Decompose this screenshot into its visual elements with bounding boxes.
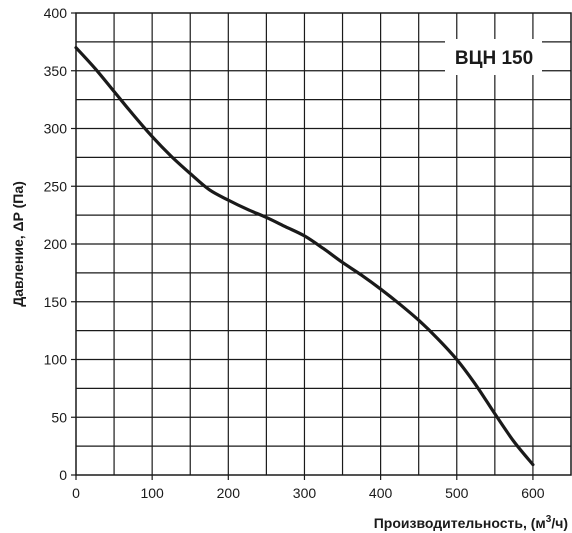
x-tick-label: 600 [521,485,545,501]
y-tick-label: 150 [44,294,68,310]
x-axis-title-main: Производительность, (м [374,515,546,531]
pressure-curve [74,46,535,467]
model-label: ВЦН 150 [455,48,533,69]
model-label-background [445,39,542,75]
y-tick-label: 350 [44,63,68,79]
y-tick-label: 300 [44,121,68,137]
y-tick-label: 400 [44,5,68,21]
y-tick-label: 250 [44,178,68,194]
x-axis-title-superscript: 3 [546,514,552,525]
x-tick-label: 0 [72,485,80,501]
curve-layer [74,46,535,467]
y-tick-label: 200 [44,236,68,252]
y-tick-label: 100 [44,352,68,368]
x-tick-label: 300 [293,485,317,501]
tick-labels: 0 100 200 300 400 500 600 0 50 100 150 200 250 300 350… [44,5,545,501]
y-tick-label: 50 [51,409,67,425]
x-tick-label: 500 [445,485,469,501]
x-axis-title-tail: /ч) [551,515,568,531]
grid [76,13,571,475]
x-axis-title: Производительность, (м3/ч) [374,514,568,531]
y-tick-label: 0 [59,467,67,483]
x-tick-label: 200 [217,485,241,501]
x-tick-label: 400 [369,485,393,501]
x-tick-label: 100 [140,485,164,501]
y-axis-title: Давление, ΔP (Па) [10,181,26,307]
model-label-box: ВЦН 150 [445,39,542,75]
